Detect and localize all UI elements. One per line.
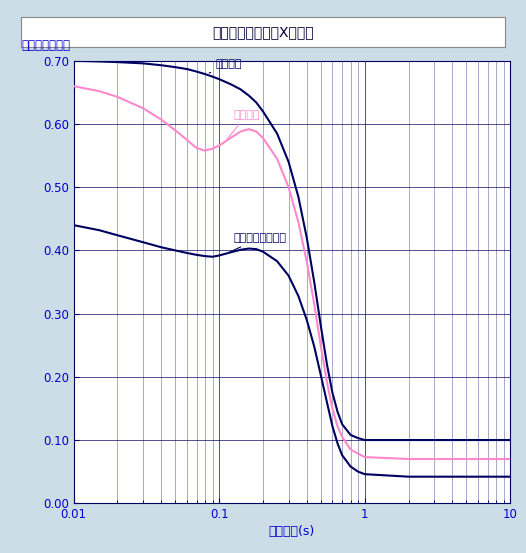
Text: 各部の減衰定数［X方向］: 各部の減衰定数［X方向］: [212, 25, 314, 39]
Text: 杭による回転変位: 杭による回転変位: [228, 233, 286, 253]
X-axis label: 固有周期(s): 固有周期(s): [269, 525, 315, 538]
Y-axis label: 各部の減衰定数: 各部の減衰定数: [21, 39, 70, 52]
Text: 回転変位: 回転変位: [227, 109, 260, 139]
Text: 水平変位: 水平変位: [209, 59, 242, 73]
